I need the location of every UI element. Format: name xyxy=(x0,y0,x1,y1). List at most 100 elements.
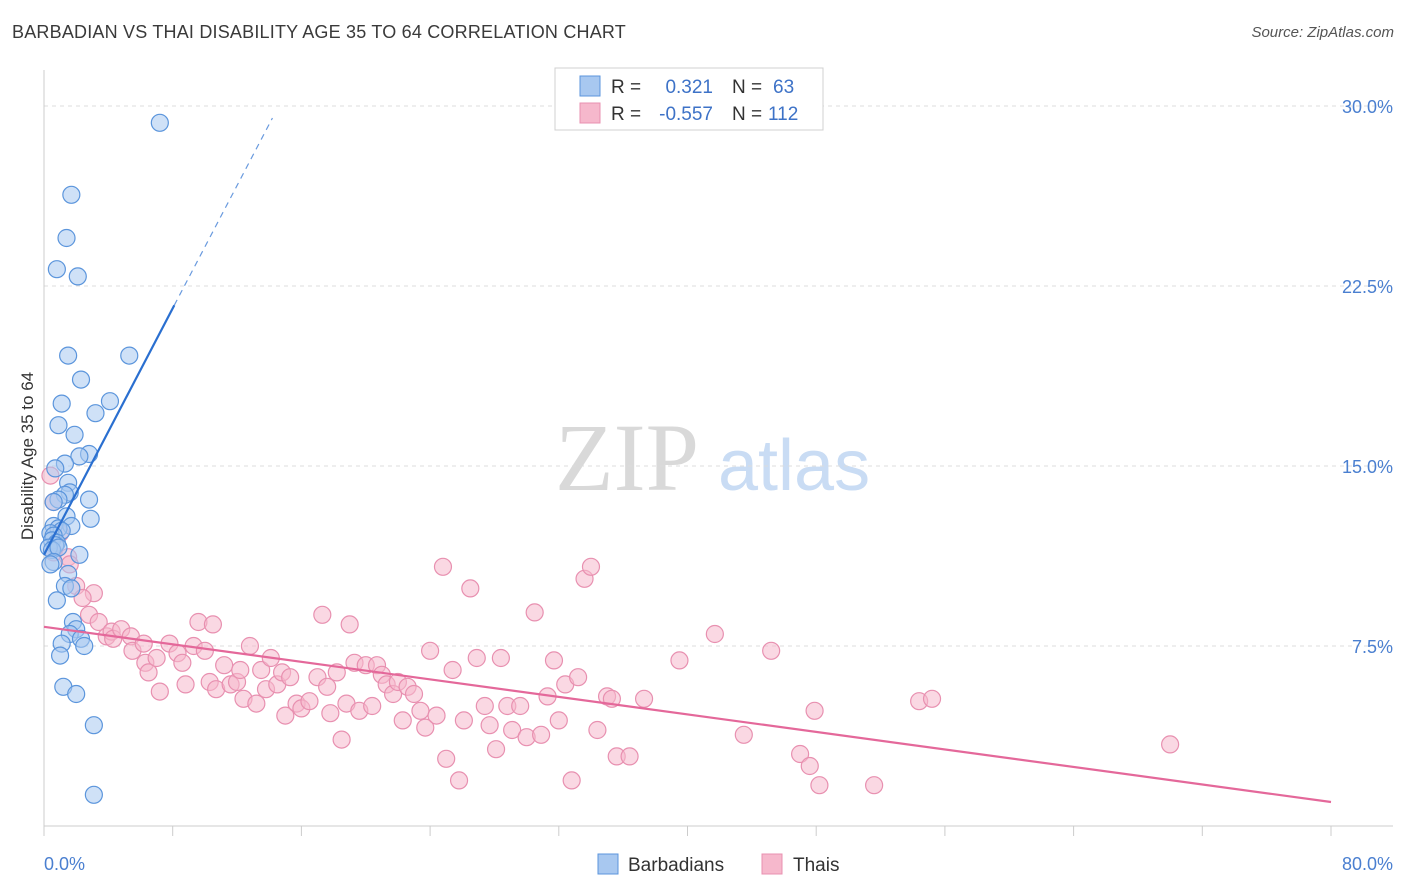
thais-point xyxy=(195,641,214,660)
thais-point xyxy=(247,694,266,713)
barbadians-point xyxy=(47,591,66,610)
y-tick-label: 15.0% xyxy=(1342,457,1393,477)
legend-r-label-thais: R = xyxy=(611,104,641,125)
thais-point xyxy=(281,668,300,687)
thais-point xyxy=(762,641,781,660)
thais-point xyxy=(300,692,319,711)
thais-point xyxy=(511,696,530,716)
barbadians-point xyxy=(59,346,78,365)
thais-point xyxy=(805,701,824,720)
x-tick-label-min: 0.0% xyxy=(44,854,85,874)
thais-point xyxy=(634,689,654,708)
barbadians-point xyxy=(46,459,65,478)
thais-point xyxy=(173,653,192,672)
x-tick-label-max: 80.0% xyxy=(1342,854,1393,874)
thais-point xyxy=(147,648,166,668)
bottom-legend-label-thais: Thais xyxy=(793,855,839,876)
barbadians-point xyxy=(50,646,70,665)
barbadians-point xyxy=(75,636,94,656)
bottom-legend-swatch-thais xyxy=(761,853,783,875)
barbadians-point xyxy=(44,492,63,512)
source-label: Source: ZipAtlas.com xyxy=(1251,24,1394,41)
thais-point xyxy=(475,696,494,716)
thais-point xyxy=(89,612,108,632)
barbadians-point xyxy=(62,579,81,598)
axes xyxy=(43,70,1393,836)
barbadians-point xyxy=(62,185,81,204)
barbadians-trend-line xyxy=(43,304,176,556)
barbadians-point xyxy=(49,416,68,435)
barbadians-point xyxy=(67,684,86,704)
thais-point xyxy=(544,651,564,670)
thais-point xyxy=(562,771,581,790)
legend-n-value-barbadians: 63 xyxy=(773,77,794,98)
thais-point xyxy=(525,603,544,622)
barbadians-points xyxy=(39,113,169,804)
barbadians-point xyxy=(84,716,103,735)
barbadians-point xyxy=(150,113,169,132)
legend-n-label-thais: N = xyxy=(732,104,762,125)
thais-point xyxy=(215,656,234,675)
thais-point xyxy=(569,668,588,687)
thais-point xyxy=(922,689,942,708)
chart-title: BARBADIAN VS THAI DISABILITY AGE 35 TO 6… xyxy=(12,22,626,42)
thais-point xyxy=(670,651,689,670)
y-axis-label: Disability Age 35 to 64 xyxy=(18,372,37,540)
thais-point xyxy=(340,615,359,634)
thais-point xyxy=(549,711,568,730)
barbadians-point xyxy=(79,490,99,509)
barbadians-point xyxy=(57,228,76,248)
thais-point xyxy=(467,648,486,668)
thais-point xyxy=(503,720,522,740)
thais-point xyxy=(443,660,462,680)
watermark-zip: ZIP xyxy=(555,404,699,511)
thais-point xyxy=(139,663,158,682)
thais-point xyxy=(416,718,435,737)
barbadians-point xyxy=(100,392,120,411)
trend-lines xyxy=(43,117,1332,804)
thais-point xyxy=(461,579,480,598)
thais-point xyxy=(588,720,607,740)
thais-point xyxy=(404,684,424,704)
thais-point xyxy=(427,706,446,725)
legend-n-label-barbadians: N = xyxy=(732,77,762,98)
thais-point xyxy=(332,730,351,749)
thais-point xyxy=(240,636,260,656)
y-tick-label: 30.0% xyxy=(1342,97,1393,117)
thais-point xyxy=(134,634,153,653)
barbadians-point xyxy=(71,370,91,389)
legend-swatch-thais xyxy=(579,102,601,124)
thais-point xyxy=(203,615,223,634)
legend-r-label-barbadians: R = xyxy=(611,77,641,98)
thais-point xyxy=(1161,735,1180,754)
barbadians-point xyxy=(47,260,66,279)
barbadians-point xyxy=(52,394,71,413)
series-legend: Barbadians Thais xyxy=(597,853,839,876)
y-tick-label: 7.5% xyxy=(1352,637,1393,657)
thais-point xyxy=(800,756,819,776)
y-tick-label: 22.5% xyxy=(1342,277,1393,297)
bottom-legend-label-barbadians: Barbadians xyxy=(628,855,724,876)
legend-r-value-barbadians: 0.321 xyxy=(665,77,713,98)
thais-point xyxy=(449,771,469,790)
barbadians-point xyxy=(68,267,87,286)
thais-point xyxy=(581,557,601,576)
thais-point xyxy=(421,641,440,660)
thais-point xyxy=(734,725,753,744)
thais-point xyxy=(313,605,332,624)
thais-point xyxy=(810,776,829,795)
thais-point xyxy=(150,682,169,701)
thais-point xyxy=(363,696,382,716)
thais-point xyxy=(532,725,551,744)
thais-point xyxy=(437,749,456,768)
barbadians-point xyxy=(81,509,100,528)
thais-point xyxy=(393,711,412,730)
thais-point xyxy=(491,648,510,668)
y-tick-labels: 7.5% 15.0% 22.5% 30.0% xyxy=(1342,97,1393,657)
barbadians-point xyxy=(84,785,103,804)
thais-point xyxy=(433,557,453,576)
thais-point xyxy=(620,747,639,766)
gridlines xyxy=(44,105,1393,647)
barbadians-point xyxy=(120,346,139,365)
